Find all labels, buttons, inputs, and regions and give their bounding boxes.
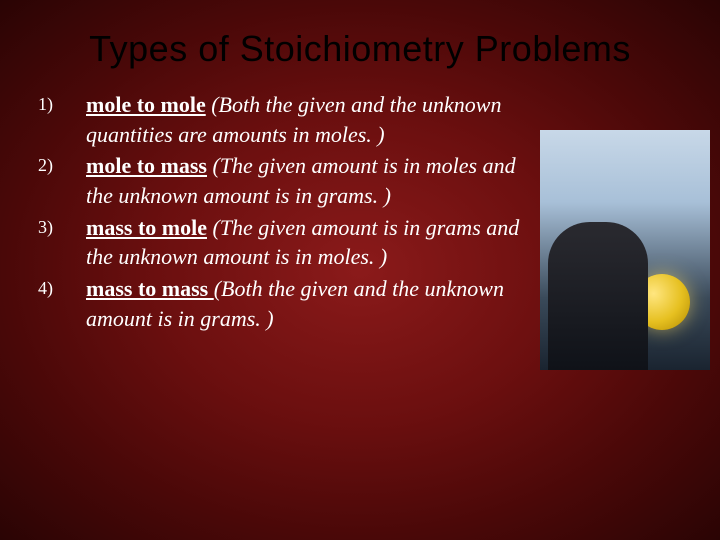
item-term: mole to mass <box>86 153 207 178</box>
list-item: 1) mole to mole (Both the given and the … <box>38 90 532 149</box>
slide-title: Types of Stoichiometry Problems <box>0 0 720 90</box>
list-item: 2) mole to mass (The given amount is in … <box>38 151 532 210</box>
slide-content: 1) mole to mole (Both the given and the … <box>0 90 720 370</box>
item-body: mole to mole (Both the given and the unk… <box>86 90 532 149</box>
problem-list: 1) mole to mole (Both the given and the … <box>38 90 540 370</box>
item-number: 4) <box>38 274 86 333</box>
item-body: mass to mole (The given amount is in gra… <box>86 213 532 272</box>
item-number: 3) <box>38 213 86 272</box>
scientist-flask-image <box>540 130 710 370</box>
item-body: mole to mass (The given amount is in mol… <box>86 151 532 210</box>
list-item: 4) mass to mass (Both the given and the … <box>38 274 532 333</box>
list-item: 3) mass to mole (The given amount is in … <box>38 213 532 272</box>
item-number: 1) <box>38 90 86 149</box>
item-number: 2) <box>38 151 86 210</box>
item-term: mass to mass <box>86 276 214 301</box>
item-body: mass to mass (Both the given and the unk… <box>86 274 532 333</box>
item-term: mass to mole <box>86 215 207 240</box>
item-term: mole to mole <box>86 92 206 117</box>
